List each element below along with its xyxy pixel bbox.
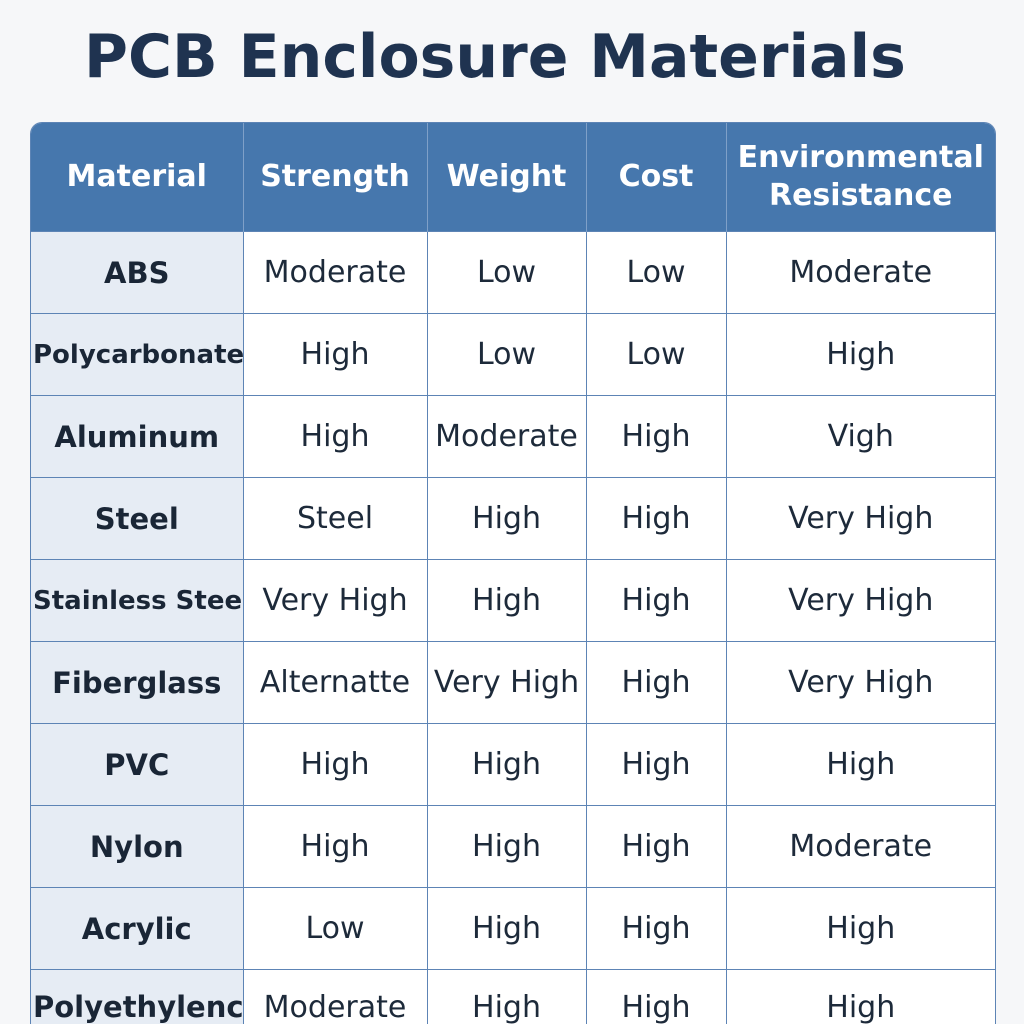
weight-cell: Very High [427, 641, 587, 724]
environmental-resistance-cell: Vigh [726, 395, 995, 478]
table-row: ABS Moderate Low Low Moderate [31, 231, 995, 314]
material-name: Fiberglass [31, 641, 244, 724]
strength-cell: Moderate [243, 231, 428, 314]
table-row: Polyethylenc Moderate High High High [31, 969, 995, 1024]
table-row: Polycarbonate High Low Low High [31, 313, 995, 396]
weight-cell: High [427, 477, 587, 560]
cost-cell: High [586, 723, 727, 806]
environmental-resistance-cell: High [726, 313, 995, 396]
weight-cell: High [427, 805, 587, 888]
strength-cell: Moderate [243, 969, 428, 1024]
materials-table: Material Strength Weight Cost Environmen… [31, 123, 995, 1024]
weight-cell: High [427, 969, 587, 1024]
cost-cell: High [586, 805, 727, 888]
column-header-weight: Weight [427, 123, 587, 232]
header-row: Material Strength Weight Cost Environmen… [31, 123, 995, 232]
table-row: Fiberglass Alternatte Very High High Ver… [31, 641, 995, 724]
cost-cell: High [586, 887, 727, 970]
environmental-resistance-cell: Moderate [726, 805, 995, 888]
cost-cell: High [586, 395, 727, 478]
environmental-resistance-cell: Very High [726, 641, 995, 724]
strength-cell: High [243, 313, 428, 396]
material-name: ABS [31, 231, 244, 314]
strength-cell: Low [243, 887, 428, 970]
material-name: Polycarbonate [31, 313, 244, 396]
table-row: Nylon High High High Moderate [31, 805, 995, 888]
cost-cell: High [586, 641, 727, 724]
table-row: Aluminum High Moderate High Vigh [31, 395, 995, 478]
strength-cell: Alternatte [243, 641, 428, 724]
column-header-cost: Cost [586, 123, 727, 232]
environmental-resistance-cell: High [726, 723, 995, 806]
weight-cell: High [427, 887, 587, 970]
table-row: PVC High High High High [31, 723, 995, 806]
material-name: Nylon [31, 805, 244, 888]
material-name: Polyethylenc [31, 969, 244, 1024]
strength-cell: High [243, 805, 428, 888]
cost-cell: High [586, 969, 727, 1024]
cost-cell: Low [586, 231, 727, 314]
environmental-resistance-cell: Very High [726, 477, 995, 560]
table-row: Acrylic Low High High High [31, 887, 995, 970]
environmental-resistance-cell: High [726, 969, 995, 1024]
cost-cell: Low [586, 313, 727, 396]
column-header-environmental-resistance: Environmental Resistance [726, 123, 995, 232]
material-name: Steel [31, 477, 244, 560]
table-row: Stainless Steel Very High High High Very… [31, 559, 995, 642]
material-name: Acrylic [31, 887, 244, 970]
strength-cell: Very High [243, 559, 428, 642]
weight-cell: High [427, 723, 587, 806]
environmental-resistance-cell: Moderate [726, 231, 995, 314]
strength-cell: Steel [243, 477, 428, 560]
strength-cell: High [243, 723, 428, 806]
column-header-strength: Strength [243, 123, 428, 232]
material-name: Aluminum [31, 395, 244, 478]
environmental-resistance-cell: Very High [726, 559, 995, 642]
cost-cell: High [586, 559, 727, 642]
strength-cell: High [243, 395, 428, 478]
column-header-material: Material [31, 123, 244, 232]
environmental-resistance-cell: High [726, 887, 995, 970]
material-name: Stainless Steel [31, 559, 244, 642]
table-row: Steel Steel High High Very High [31, 477, 995, 560]
weight-cell: High [427, 559, 587, 642]
cost-cell: High [586, 477, 727, 560]
materials-table-container: Material Strength Weight Cost Environmen… [30, 122, 996, 1024]
material-name: PVC [31, 723, 244, 806]
page-title: PCB Enclosure Materials [84, 22, 906, 92]
weight-cell: Moderate [427, 395, 587, 478]
weight-cell: Low [427, 313, 587, 396]
weight-cell: Low [427, 231, 587, 314]
